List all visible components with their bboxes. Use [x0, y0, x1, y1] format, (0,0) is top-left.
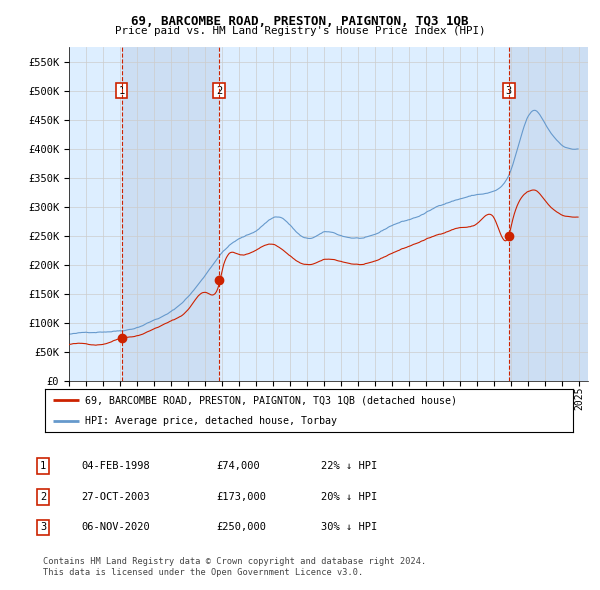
Text: 2: 2	[40, 492, 46, 502]
Text: £74,000: £74,000	[216, 461, 260, 471]
Text: 69, BARCOMBE ROAD, PRESTON, PAIGNTON, TQ3 1QB (detached house): 69, BARCOMBE ROAD, PRESTON, PAIGNTON, TQ…	[85, 395, 457, 405]
Text: HPI: Average price, detached house, Torbay: HPI: Average price, detached house, Torb…	[85, 417, 337, 426]
Text: 27-OCT-2003: 27-OCT-2003	[81, 492, 150, 502]
Text: 2: 2	[216, 86, 222, 96]
Text: Contains HM Land Registry data © Crown copyright and database right 2024.: Contains HM Land Registry data © Crown c…	[43, 558, 427, 566]
Text: £173,000: £173,000	[216, 492, 266, 502]
Text: £250,000: £250,000	[216, 523, 266, 532]
Bar	[509, 47, 588, 381]
Text: 22% ↓ HPI: 22% ↓ HPI	[321, 461, 377, 471]
Bar	[122, 47, 219, 381]
Text: 06-NOV-2020: 06-NOV-2020	[81, 523, 150, 532]
Text: Price paid vs. HM Land Registry's House Price Index (HPI): Price paid vs. HM Land Registry's House …	[115, 26, 485, 36]
Text: 20% ↓ HPI: 20% ↓ HPI	[321, 492, 377, 502]
Text: 3: 3	[40, 523, 46, 532]
Text: 3: 3	[506, 86, 512, 96]
Text: 69, BARCOMBE ROAD, PRESTON, PAIGNTON, TQ3 1QB: 69, BARCOMBE ROAD, PRESTON, PAIGNTON, TQ…	[131, 15, 469, 28]
Text: 1: 1	[118, 86, 125, 96]
Text: 30% ↓ HPI: 30% ↓ HPI	[321, 523, 377, 532]
Text: 1: 1	[40, 461, 46, 471]
Text: This data is licensed under the Open Government Licence v3.0.: This data is licensed under the Open Gov…	[43, 568, 364, 577]
Text: 04-FEB-1998: 04-FEB-1998	[81, 461, 150, 471]
